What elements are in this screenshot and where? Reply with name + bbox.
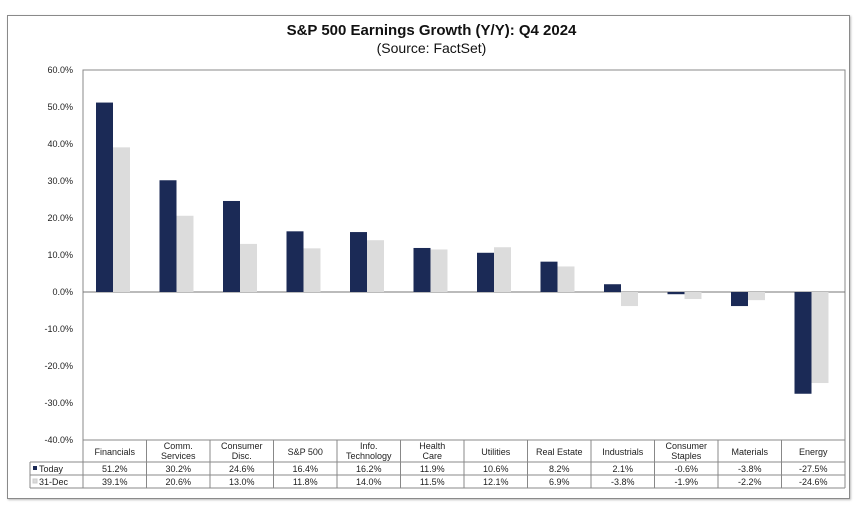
bar-today xyxy=(223,200,240,292)
category-label: Consumer xyxy=(665,441,707,451)
category-label: Care xyxy=(422,451,442,461)
bar-31-dec xyxy=(557,266,575,292)
category-label: Disc. xyxy=(232,451,252,461)
bar-31-dec xyxy=(113,147,130,292)
data-label: 16.4% xyxy=(292,464,318,474)
bar-31-dec xyxy=(367,240,384,292)
data-label: 11.9% xyxy=(420,464,445,474)
chart-subtitle: (Source: FactSet) xyxy=(376,40,487,56)
bar-31-dec xyxy=(240,243,257,292)
category-label: Utilities xyxy=(481,447,511,457)
bar-today xyxy=(731,292,748,307)
y-tick-label: 40.0% xyxy=(47,139,73,149)
bar-today xyxy=(540,261,558,292)
data-label: 8.2% xyxy=(549,464,570,474)
legend-swatch xyxy=(32,478,38,484)
data-label: 14.0% xyxy=(356,477,382,487)
bar-31-dec xyxy=(303,248,321,292)
bar-today xyxy=(286,231,304,292)
category-label: Consumer xyxy=(221,441,263,451)
y-tick-label: -20.0% xyxy=(44,361,73,371)
bar-31-dec xyxy=(621,292,638,307)
category-label: Health xyxy=(419,441,445,451)
bar-today xyxy=(413,247,431,292)
data-label: 11.8% xyxy=(293,477,318,487)
y-tick-label: 50.0% xyxy=(47,102,73,112)
category-label: Industrials xyxy=(602,447,644,457)
chart-frame xyxy=(7,15,850,499)
y-tick-label: 30.0% xyxy=(47,176,73,186)
category-label: Financials xyxy=(94,447,135,457)
bar-today xyxy=(667,292,685,295)
data-label: -2.2% xyxy=(738,477,762,487)
category-label: Materials xyxy=(731,447,768,457)
bar-31-dec xyxy=(811,292,829,384)
legend-label: 31-Dec xyxy=(39,477,69,487)
category-label: Real Estate xyxy=(536,447,583,457)
bar-today xyxy=(96,102,113,292)
data-label: 10.6% xyxy=(483,464,509,474)
bar-31-dec xyxy=(748,292,765,301)
y-tick-label: 20.0% xyxy=(47,213,73,223)
bar-31-dec xyxy=(494,247,511,292)
data-label: -0.6% xyxy=(674,464,698,474)
y-tick-label: 0.0% xyxy=(52,287,73,297)
data-label: 51.2% xyxy=(102,464,128,474)
y-tick-label: 60.0% xyxy=(47,65,73,75)
data-label: 39.1% xyxy=(102,477,128,487)
data-label: 12.1% xyxy=(483,477,509,487)
bar-today xyxy=(794,292,812,394)
bar-today xyxy=(159,180,177,292)
data-label: 30.2% xyxy=(165,464,191,474)
bar-today xyxy=(350,232,367,292)
data-label: 20.6% xyxy=(165,477,191,487)
category-label: S&P 500 xyxy=(288,447,323,457)
chart-title: S&P 500 Earnings Growth (Y/Y): Q4 2024 xyxy=(286,22,577,39)
data-label: -3.8% xyxy=(611,477,635,487)
y-tick-label: 10.0% xyxy=(47,250,73,260)
y-tick-label: -10.0% xyxy=(44,324,73,334)
category-label: Staples xyxy=(671,451,702,461)
y-tick-label: -40.0% xyxy=(44,435,73,445)
data-label: 16.2% xyxy=(356,464,382,474)
category-label: Technology xyxy=(346,451,392,461)
data-label: 6.9% xyxy=(549,477,570,487)
category-label: Energy xyxy=(799,447,828,457)
legend-label: Today xyxy=(39,464,64,474)
bar-today xyxy=(604,284,621,292)
data-label: 24.6% xyxy=(229,464,255,474)
data-label: 2.1% xyxy=(612,464,633,474)
bar-today xyxy=(477,252,494,292)
data-label: 13.0% xyxy=(229,477,255,487)
bar-31-dec xyxy=(176,215,194,292)
data-label: 11.5% xyxy=(420,477,445,487)
data-label: -3.8% xyxy=(738,464,762,474)
category-label: Comm. xyxy=(164,441,193,451)
bar-31-dec xyxy=(430,249,448,292)
data-label: -1.9% xyxy=(674,477,698,487)
y-tick-label: -30.0% xyxy=(44,398,73,408)
data-label: -24.6% xyxy=(799,477,828,487)
bar-31-dec xyxy=(684,292,702,300)
category-label: Info. xyxy=(360,441,378,451)
category-label: Services xyxy=(161,451,196,461)
data-label: -27.5% xyxy=(799,464,828,474)
legend-swatch xyxy=(33,466,37,470)
plot-area xyxy=(82,69,846,441)
